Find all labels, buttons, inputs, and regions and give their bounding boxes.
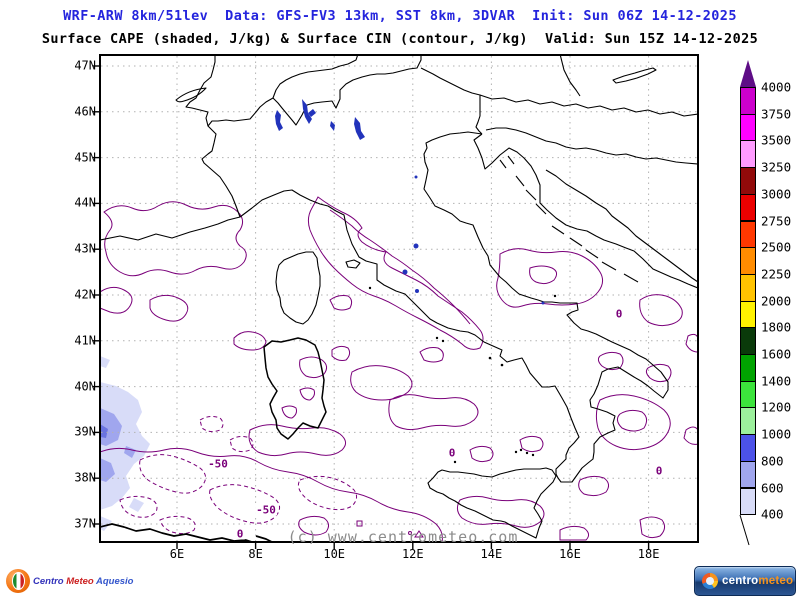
aquesio-logo-text: Centro Meteo Aquesio [33,576,133,587]
cin-contours [101,196,697,541]
colorbar-level-label: 1600 [761,346,792,362]
colorbar-level-label: 3500 [761,132,792,148]
grid-lines [101,56,697,541]
logo-word: Aquesio [95,575,134,587]
colorbar-segment [740,247,756,275]
colorbar-level-label: 4000 [761,79,792,95]
cin-value-label: 0 [614,307,624,321]
colorbar-segment [740,87,756,115]
colorbar-segment [740,140,756,169]
cin-value-label: 0 [447,446,457,460]
colorbar-level-label: 2000 [761,293,792,309]
colorbar-segment [740,113,756,142]
cin-value-label: -50 [207,457,229,471]
logo-word: Meteo [66,575,96,587]
field-title-line: Surface CAPE (shaded, J/kg) & Surface CI… [41,31,759,47]
lat-tick-label: 42N [74,287,96,302]
lon-tick-label: 12E [401,547,424,561]
colorbar-overflow-arrow [740,60,756,87]
colorbar-level-label: 1400 [761,373,792,389]
aquesio-logo-icon [6,569,30,593]
lat-tick-label: 41N [74,333,96,348]
centrometeo-logo-text: centrometeo [722,575,793,587]
centro-meteo-aquesio-logo: Centro Meteo Aquesio [6,566,133,596]
colorbar-level-label: 1000 [761,426,792,442]
cin-value-label: 0 [235,527,245,541]
map-frame [99,54,699,543]
lat-tick-label: 37N [74,516,96,531]
colorbar-level-label: 800 [761,453,784,469]
colorbar-level-label: 2250 [761,266,792,282]
colorbar-leader-line [739,514,750,546]
lon-tick-label: 6E [169,547,185,561]
cape-shading-800-1000 [101,424,108,438]
lat-tick-label: 38N [74,470,96,485]
lat-tick-label: 45N [74,150,96,165]
coastlines [101,55,697,541]
lon-tick-label: 8E [248,547,263,561]
lakes [275,99,545,305]
centrometeo-logo: centrometeo [694,566,796,596]
colorbar-segment [740,167,756,195]
colorbar-level-label: 3250 [761,159,792,175]
colorbar-segment [740,193,756,222]
colorbar-segment [740,220,756,249]
cin-value-label: 0 [654,464,664,478]
colorbar-level-label: 2500 [761,239,792,255]
centrometeo-swirl-icon [702,573,718,589]
lat-tick-label: 44N [74,196,96,211]
lat-tick-label: 40N [74,379,96,394]
colorbar-segment [740,300,756,329]
colorbar-segment [740,434,756,462]
cin-contours-dashed [119,415,358,535]
colorbar-segment [740,487,756,516]
colorbar-level-label: 600 [761,480,784,495]
colorbar-segment [740,273,756,302]
colorbar-level-label: 2750 [761,213,792,228]
logo-word: Centro [33,575,67,587]
italian-flag-icon [11,572,25,590]
colorbar-level-label: 3000 [761,186,792,202]
colorbar-segment [740,327,756,355]
lat-tick-label: 39N [74,425,96,440]
colorbar-level-label: 3750 [761,106,792,122]
lat-tick-label: 46N [74,104,96,119]
lon-tick-label: 18E [637,547,660,561]
lon-tick-label: 16E [559,547,581,561]
colorbar-level-label: 1200 [761,399,792,415]
colorbar-level-label: 1800 [761,319,792,335]
colorbar-segment [740,354,756,382]
colorbar-segment [740,380,756,409]
watermark: (c) www.centrometeo.com [287,528,519,546]
axis-ticks [93,65,650,549]
lat-tick-label: 47N [74,58,96,73]
colorbar-segment [740,407,756,436]
colorbar-level-label: 400 [761,506,784,522]
lon-tick-label: 14E [480,547,503,561]
small-islands [368,286,557,464]
logo-word: centro [722,575,759,587]
colorbar-segment [740,460,756,489]
lat-tick-label: 43N [74,241,96,256]
model-title-line: WRF-ARW 8km/51lev Data: GFS-FV3 13km, SS… [63,8,737,24]
logo-word: meteo [758,575,794,587]
cin-value-label: -50 [255,503,277,517]
lon-tick-label: 10E [323,547,346,561]
